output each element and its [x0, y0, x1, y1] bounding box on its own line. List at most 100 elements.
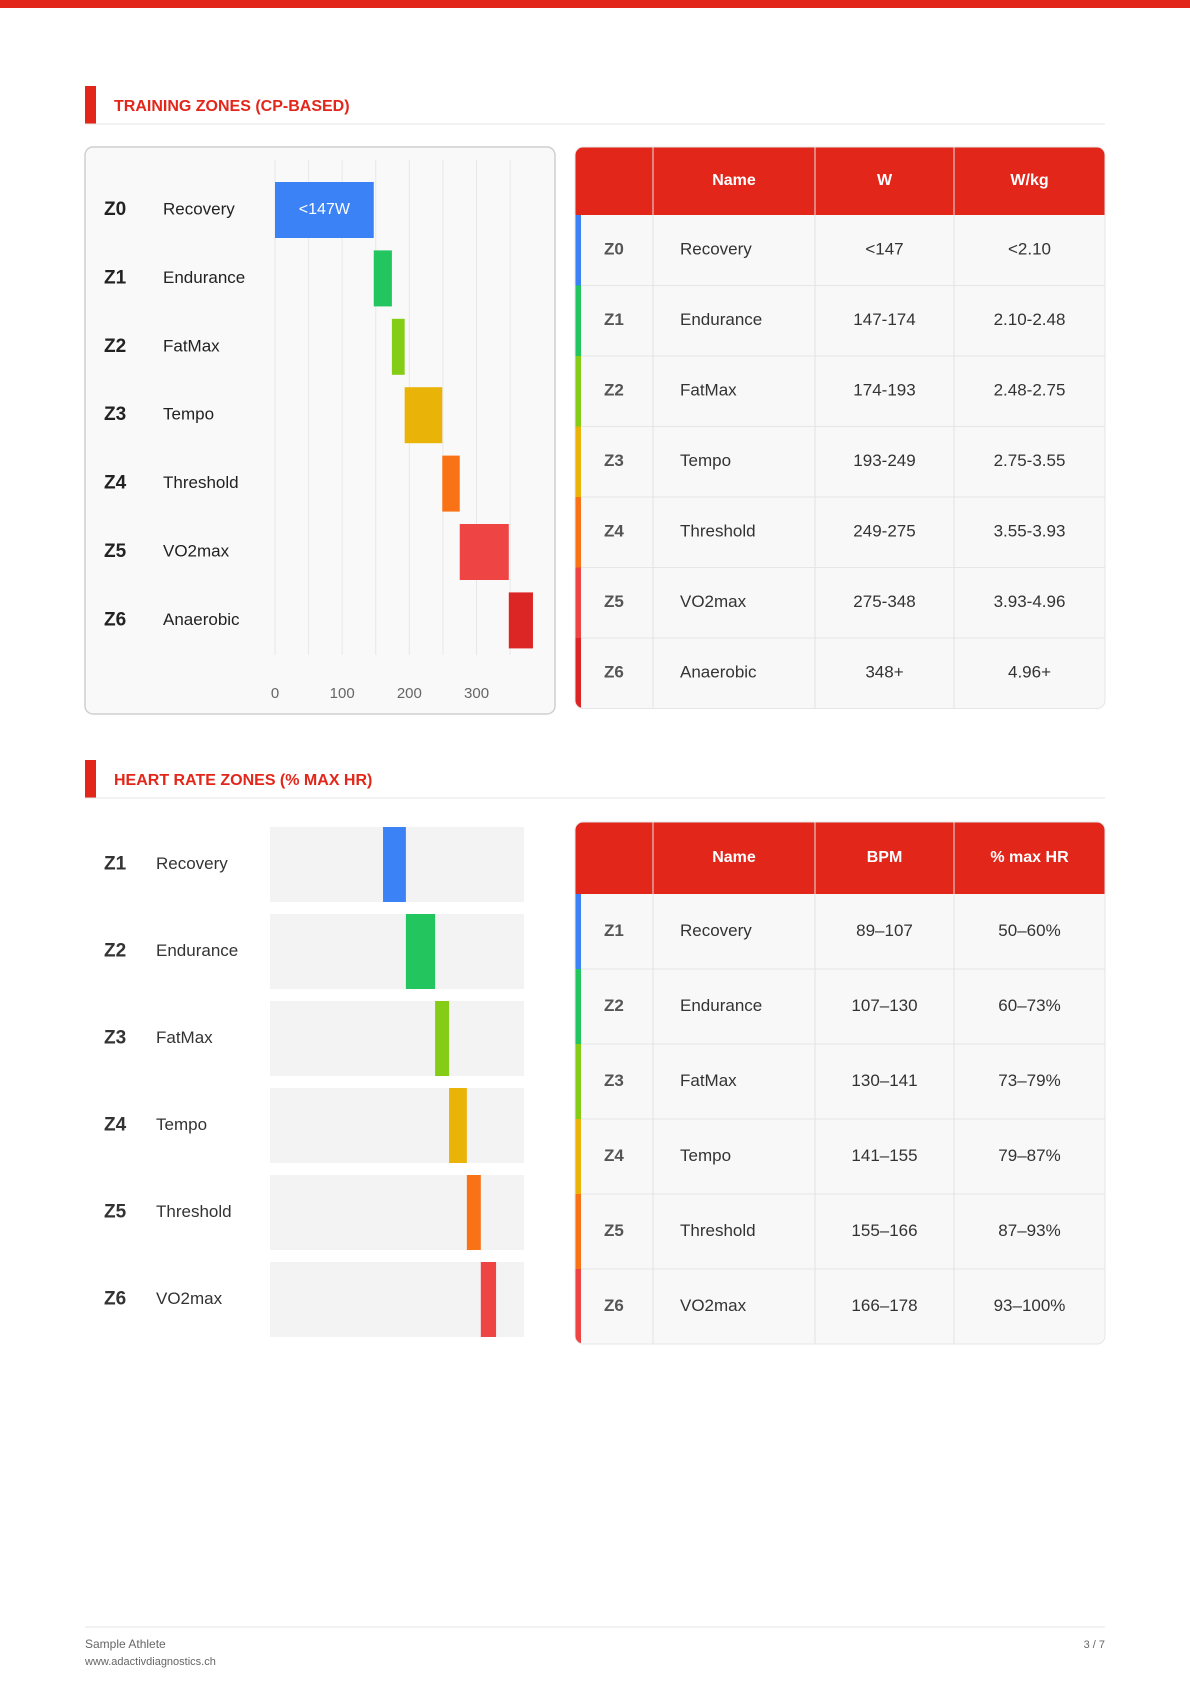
table-cell: 60–73% — [998, 996, 1060, 1015]
table-cell: 87–93% — [998, 1221, 1060, 1240]
zone-label: Z6 — [104, 609, 126, 630]
zone-bar — [480, 1262, 497, 1337]
table-cell: Z4 — [604, 522, 624, 541]
zone-stripe — [575, 567, 581, 638]
table-cell: Z6 — [604, 663, 624, 682]
table-cell: 73–79% — [998, 1071, 1060, 1090]
zone-label: Z1 — [104, 267, 127, 288]
table-cell: 89–107 — [856, 921, 913, 940]
zone-bar — [435, 1001, 450, 1076]
zone-label: Z0 — [104, 199, 126, 220]
table-border — [574, 146, 1106, 709]
zone-stripe — [575, 215, 581, 286]
table-cell: 166–178 — [851, 1296, 917, 1315]
zone-name: Threshold — [156, 1202, 232, 1221]
table: Name BPM % max HR Z1 Recovery 89–107 50–60% Z2 E… — [575, 822, 1105, 1344]
table-header-cell: W/kg — [1010, 172, 1048, 189]
zone-label: Z3 — [104, 1028, 126, 1049]
zone-name: FatMax — [156, 1028, 213, 1047]
zone-label: Z4 — [104, 1115, 127, 1136]
zone-label: Z3 — [104, 404, 126, 425]
table-cell: Threshold — [680, 1221, 756, 1240]
section-heading: TRAINING ZONES (CP-BASED) — [114, 98, 350, 115]
zone-stripe — [575, 1119, 581, 1194]
table-cell: Z3 — [604, 451, 624, 470]
table-cell: Z1 — [604, 921, 624, 940]
zone-bar — [275, 182, 374, 238]
table-cell: VO2max — [680, 592, 747, 611]
table-cell: 193-249 — [853, 451, 915, 470]
zone-bar — [404, 387, 443, 444]
table: Name W W/kg Z0 Recovery <147 <2.10 Z1 Endurance 1… — [575, 147, 1105, 709]
zone-track — [270, 1175, 524, 1250]
x-tick-label: 0 — [271, 685, 279, 702]
zone-name: Endurance — [163, 268, 245, 287]
table-header — [575, 147, 1105, 215]
table-cell: 147-174 — [853, 310, 915, 329]
zone-stripe — [575, 1044, 581, 1119]
zone-name: Threshold — [163, 473, 239, 492]
table-cell: Endurance — [680, 996, 762, 1015]
table-cell: Z5 — [604, 1221, 624, 1240]
section-heading: HEART RATE ZONES (% MAX HR) — [114, 772, 372, 789]
table-cell: FatMax — [680, 1071, 737, 1090]
zone-label: Z4 — [104, 473, 127, 494]
zone-label: Z1 — [104, 854, 127, 875]
x-tick-label: 100 — [330, 685, 355, 702]
zone-bar — [459, 524, 509, 580]
zone-stripe — [575, 894, 581, 969]
table-cell: 2.75-3.55 — [994, 451, 1066, 470]
table-cell: Recovery — [680, 921, 752, 940]
zone-bar — [449, 1088, 467, 1163]
table-cell: <2.10 — [1008, 240, 1051, 259]
table-cell: 50–60% — [998, 921, 1060, 940]
footer-website: www.adactivdiagnostics.ch — [84, 1656, 216, 1668]
table-cell: Z2 — [604, 996, 624, 1015]
zone-name: VO2max — [156, 1289, 223, 1308]
zone-bar — [442, 455, 460, 512]
zone-track — [270, 914, 524, 989]
zone-track — [270, 1088, 524, 1163]
table-cell: 4.96+ — [1008, 663, 1051, 682]
zone-stripe — [575, 969, 581, 1044]
zone-name: FatMax — [163, 336, 220, 355]
zone-bar — [373, 250, 392, 307]
table-cell: 348+ — [865, 663, 903, 682]
table-cell: 79–87% — [998, 1146, 1060, 1165]
table-cell: 249-275 — [853, 522, 915, 541]
zone-bar — [466, 1175, 481, 1250]
zone-stripe — [575, 497, 581, 568]
x-tick-label: 300 — [464, 685, 489, 702]
table-cell: Z4 — [604, 1146, 624, 1165]
table-header-cell: % max HR — [990, 849, 1069, 866]
table-cell: 275-348 — [853, 592, 915, 611]
table-cell: 130–141 — [851, 1071, 917, 1090]
table-cell: Z6 — [604, 1296, 624, 1315]
table-body — [575, 822, 1105, 1344]
table-cell: 2.48-2.75 — [994, 381, 1066, 400]
zone-label: Z5 — [104, 1202, 127, 1223]
table-cell: Tempo — [680, 451, 731, 470]
table-body — [575, 147, 1105, 709]
table-cell: 3.93-4.96 — [994, 592, 1066, 611]
zone-stripe — [575, 1269, 581, 1344]
zone-stripe — [575, 356, 581, 427]
table-border — [574, 821, 1106, 1345]
zone-label: Z2 — [104, 336, 126, 357]
zone-name: Anaerobic — [163, 610, 240, 629]
chart-frame — [84, 146, 556, 715]
table-cell: Tempo — [680, 1146, 731, 1165]
zone-label: Z5 — [104, 541, 127, 562]
table-cell: 93–100% — [994, 1296, 1066, 1315]
section-marker — [85, 86, 96, 124]
zone-bar — [383, 827, 406, 902]
table-cell: Endurance — [680, 310, 762, 329]
zone-name: Endurance — [156, 941, 238, 960]
zone-track — [270, 1001, 524, 1076]
zone-name: Recovery — [163, 199, 235, 218]
table-header-cell: W — [877, 172, 893, 189]
table-cell: 107–130 — [851, 996, 917, 1015]
zone-bar — [391, 318, 405, 375]
table-cell: Z5 — [604, 592, 624, 611]
